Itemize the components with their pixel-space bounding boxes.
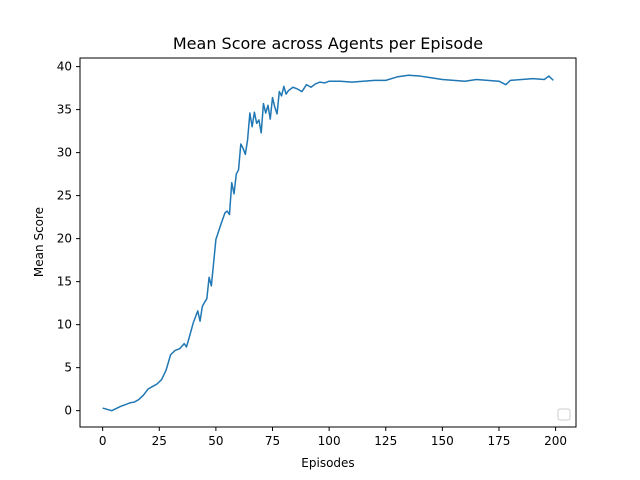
x-tick-label: 50	[208, 434, 223, 448]
x-tick-label: 100	[318, 434, 341, 448]
x-axis-label: Episodes	[301, 456, 354, 470]
x-tick-label: 150	[431, 434, 454, 448]
y-tick-label: 35	[57, 103, 72, 117]
x-axis: 0 25 50 75 100 125 150 175 200	[99, 427, 567, 448]
empty-legend-box	[557, 408, 571, 421]
chart-title: Mean Score across Agents per Episode	[173, 34, 483, 53]
y-tick-label: 5	[64, 361, 72, 375]
y-tick-label: 40	[57, 60, 72, 74]
x-tick-label: 200	[544, 434, 567, 448]
y-tick-label: 20	[57, 232, 72, 246]
x-tick-label: 75	[265, 434, 280, 448]
y-tick-label: 0	[64, 404, 72, 418]
mean-score-line	[102, 74, 554, 412]
y-axis-label: Mean Score	[32, 207, 46, 277]
y-tick-label: 15	[57, 275, 72, 289]
y-axis: 0 5 10 15 20 25 30 35 40	[57, 60, 80, 418]
x-tick-label: 175	[488, 434, 511, 448]
y-tick-label: 25	[57, 189, 72, 203]
series-layer	[102, 74, 554, 412]
plot-area	[79, 57, 577, 428]
x-tick-label: 0	[99, 434, 107, 448]
y-tick-label: 30	[57, 146, 72, 160]
x-tick-label: 125	[374, 434, 397, 448]
x-tick-label: 25	[152, 434, 167, 448]
y-tick-label: 10	[57, 318, 72, 332]
